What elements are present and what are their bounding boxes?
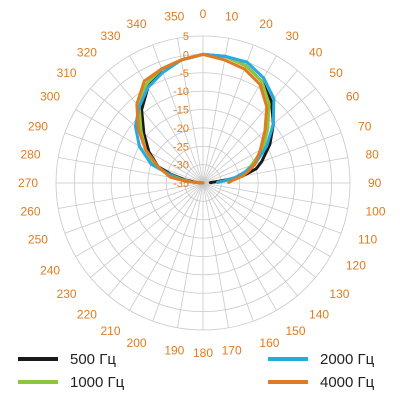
angle-tick-label: 190 bbox=[164, 343, 184, 357]
legend-label: 500 Гц bbox=[70, 351, 116, 368]
grid-spoke bbox=[202, 182, 229, 328]
angle-tick-label: 50 bbox=[329, 66, 343, 80]
angle-tick-label: 60 bbox=[346, 90, 360, 104]
angle-tick-label: 150 bbox=[286, 324, 306, 338]
angle-tick-label: 40 bbox=[309, 46, 323, 60]
grid-spoke bbox=[202, 88, 316, 184]
angle-tick-label: 70 bbox=[358, 120, 372, 134]
radial-tick-label: -20 bbox=[173, 123, 189, 135]
angle-tick-label: 250 bbox=[28, 232, 48, 246]
grid-spoke bbox=[202, 182, 254, 322]
grid-spoke bbox=[90, 182, 204, 278]
legend: 500 Гц 1000 Гц 2000 Гц 4000 Гц bbox=[18, 351, 375, 391]
grid-spoke bbox=[177, 38, 204, 184]
radial-tick-label: 5 bbox=[183, 31, 189, 43]
angle-tick-label: 110 bbox=[358, 232, 377, 246]
angle-tick-label: 320 bbox=[77, 46, 97, 60]
angle-tick-label: 180 bbox=[193, 346, 213, 360]
grid-spoke bbox=[202, 182, 277, 311]
angle-tick-label: 330 bbox=[100, 29, 120, 43]
angle-tick-label: 220 bbox=[77, 307, 97, 321]
angle-tick-label: 90 bbox=[368, 176, 382, 190]
angle-tick-label: 290 bbox=[28, 120, 48, 134]
angle-tick-label: 160 bbox=[259, 336, 279, 350]
series-line bbox=[135, 52, 269, 185]
grid-spoke bbox=[58, 182, 204, 209]
angle-tick-label: 260 bbox=[20, 205, 40, 219]
radial-tick-label: -15 bbox=[173, 105, 189, 117]
angle-tick-label: 280 bbox=[20, 147, 40, 161]
radial-tick-label: 0 bbox=[183, 49, 189, 61]
radial-tick-label: -5 bbox=[179, 68, 189, 80]
angle-tick-label: 30 bbox=[286, 29, 300, 43]
grid-spoke bbox=[108, 182, 204, 296]
legend-label: 4000 Гц bbox=[320, 374, 375, 391]
grid-spoke bbox=[202, 182, 316, 278]
legend-label: 2000 Гц bbox=[320, 351, 375, 368]
grid-spoke bbox=[202, 182, 342, 234]
grid-spoke bbox=[90, 88, 204, 184]
angle-tick-label: 240 bbox=[40, 264, 60, 278]
legend-label: 1000 Гц bbox=[70, 374, 125, 391]
grid-spoke bbox=[64, 132, 204, 184]
grid-spoke bbox=[202, 182, 298, 296]
angle-tick-label: 340 bbox=[127, 17, 147, 31]
angle-tick-label: 100 bbox=[365, 205, 385, 219]
radial-tick-label: -10 bbox=[173, 86, 189, 98]
angle-tick-label: 270 bbox=[18, 176, 38, 190]
angle-tick-label: 130 bbox=[329, 287, 349, 301]
grid-spoke bbox=[129, 55, 204, 184]
grid-spoke bbox=[64, 182, 204, 234]
grid-spoke bbox=[152, 182, 204, 322]
angle-tick-label: 210 bbox=[100, 324, 120, 338]
angle-tick-label: 120 bbox=[346, 259, 366, 273]
angle-tick-label: 300 bbox=[40, 90, 60, 104]
grid-spoke bbox=[202, 132, 342, 184]
angle-tick-label: 170 bbox=[222, 343, 242, 357]
angle-tick-label: 80 bbox=[365, 147, 379, 161]
grid-spoke bbox=[108, 70, 204, 184]
angle-tick-label: 310 bbox=[57, 66, 77, 80]
grid-spoke bbox=[202, 38, 229, 184]
grid-spoke bbox=[202, 182, 348, 209]
radial-labels: 50-5-10-15-20-25-30-35 bbox=[173, 31, 189, 190]
grid-spoke bbox=[202, 70, 298, 184]
angle-tick-label: 20 bbox=[259, 17, 273, 31]
series-group bbox=[133, 52, 276, 185]
angle-tick-label: 10 bbox=[225, 10, 239, 24]
angle-tick-label: 230 bbox=[57, 287, 77, 301]
angle-tick-label: 140 bbox=[309, 307, 329, 321]
grid-spoke bbox=[177, 182, 204, 328]
angle-tick-label: 200 bbox=[127, 336, 147, 350]
angle-tick-label: 350 bbox=[164, 10, 184, 24]
angle-tick-label: 0 bbox=[200, 7, 207, 21]
radial-tick-label: -30 bbox=[173, 160, 189, 172]
grid-spoke bbox=[202, 182, 331, 257]
grid-spoke bbox=[129, 182, 204, 311]
angle-labels: 0 102030405060708090100110120130140150160… bbox=[18, 7, 386, 360]
grid-spoke bbox=[75, 182, 204, 257]
radial-tick-label: -25 bbox=[173, 141, 189, 153]
